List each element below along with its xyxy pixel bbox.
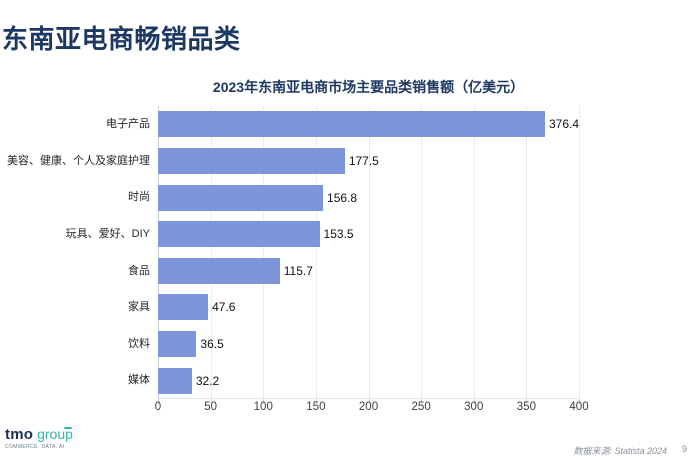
page-number: 9 (681, 444, 687, 454)
page-title: 东南亚电商畅销品类 (2, 24, 241, 54)
bar (158, 331, 197, 358)
gridline (473, 106, 475, 399)
category-labels: 电子产品美容、健康、个人及家庭护理时尚玩具、爱好、DIY 食品家具饮料媒体 (0, 106, 150, 399)
gridline (526, 106, 528, 399)
bar-row: 153.5 (158, 216, 579, 253)
x-tick-mark (210, 399, 212, 404)
x-axis-labels: 0 50 100 150 200 250 300 350 400 (154, 401, 589, 417)
gridline (368, 106, 370, 399)
category-label: 饮料 (128, 337, 150, 350)
bar-value-label: 115.7 (283, 263, 313, 278)
bar-row: 156.8 (158, 179, 579, 216)
category-label: 时尚 (128, 191, 150, 204)
bar-row: 32.2 (158, 362, 579, 399)
bar-value-label: 32.2 (195, 373, 220, 388)
bar (158, 147, 345, 174)
bar-row: 47.6 (158, 289, 579, 326)
x-tick-label: 350 (516, 401, 536, 413)
category-label: 电子产品 (106, 118, 150, 130)
category-label: 美容、健康、个人及家庭护理 (7, 154, 150, 167)
x-tick-label: 400 (569, 401, 589, 413)
gridline (315, 106, 317, 399)
x-tick-mark (526, 399, 528, 404)
bar-value-label: 36.5 (200, 337, 224, 352)
x-tick-mark (421, 399, 423, 404)
bar-value-label: 177.5 (348, 153, 379, 168)
chart-title: 2023年东南亚电商市场主要品类销售额（亿美元） (212, 79, 525, 95)
x-tick-mark (368, 399, 370, 404)
category-label: 玩具、爱好、DIY (65, 227, 150, 240)
x-tick-label: 100 (253, 401, 273, 413)
bar (158, 221, 320, 248)
bar-value-label: 153.5 (323, 227, 354, 242)
gridline (421, 106, 423, 399)
data-source-note: 数据来源: Statista 2024 (573, 446, 667, 456)
bar-value-label: 376.4 (548, 117, 579, 132)
x-tick-label: 150 (306, 401, 326, 413)
category-label: 家具 (128, 301, 150, 314)
x-tick-mark (158, 399, 159, 404)
logo-brand-suffix: group (37, 426, 73, 442)
x-tick-mark (263, 399, 265, 404)
y-axis-line (158, 106, 159, 399)
bar-value-label: 47.6 (212, 300, 236, 315)
bar (158, 111, 545, 138)
bar (158, 294, 209, 321)
x-tick-label: 0 (154, 401, 162, 413)
x-tick-mark (315, 399, 317, 404)
x-tick-label: 200 (358, 401, 379, 413)
bar-row: 36.5 (158, 326, 579, 363)
bar-row: 177.5 (158, 143, 579, 180)
x-tick-label: 50 (204, 401, 218, 413)
bar (158, 367, 192, 394)
x-tick-mark (473, 399, 475, 404)
bar (158, 257, 280, 284)
logo-brand-text: tmo (5, 426, 34, 443)
x-tick-label: 250 (411, 401, 431, 413)
gridline (210, 106, 212, 399)
bar-row: 376.4 (158, 106, 579, 143)
plot-area: 376.4 177.5 156.8 153.5 115.7 47.6 36.5 32.2 (158, 106, 580, 404)
bar-row: 115.7 (158, 253, 579, 290)
x-tick-mark (579, 399, 580, 404)
x-tick-label: 300 (464, 401, 484, 413)
category-label: 媒体 (128, 374, 150, 387)
company-logo: tmo group COMMERCE. DATA. AI (5, 426, 73, 450)
bar (158, 184, 324, 211)
gridline (263, 106, 265, 399)
category-label: 食品 (128, 264, 150, 277)
gridline (579, 106, 580, 399)
logo-macron-accent (63, 427, 72, 429)
logo-tagline: COMMERCE. DATA. AI (5, 444, 65, 450)
bar-value-label: 156.8 (327, 190, 358, 205)
